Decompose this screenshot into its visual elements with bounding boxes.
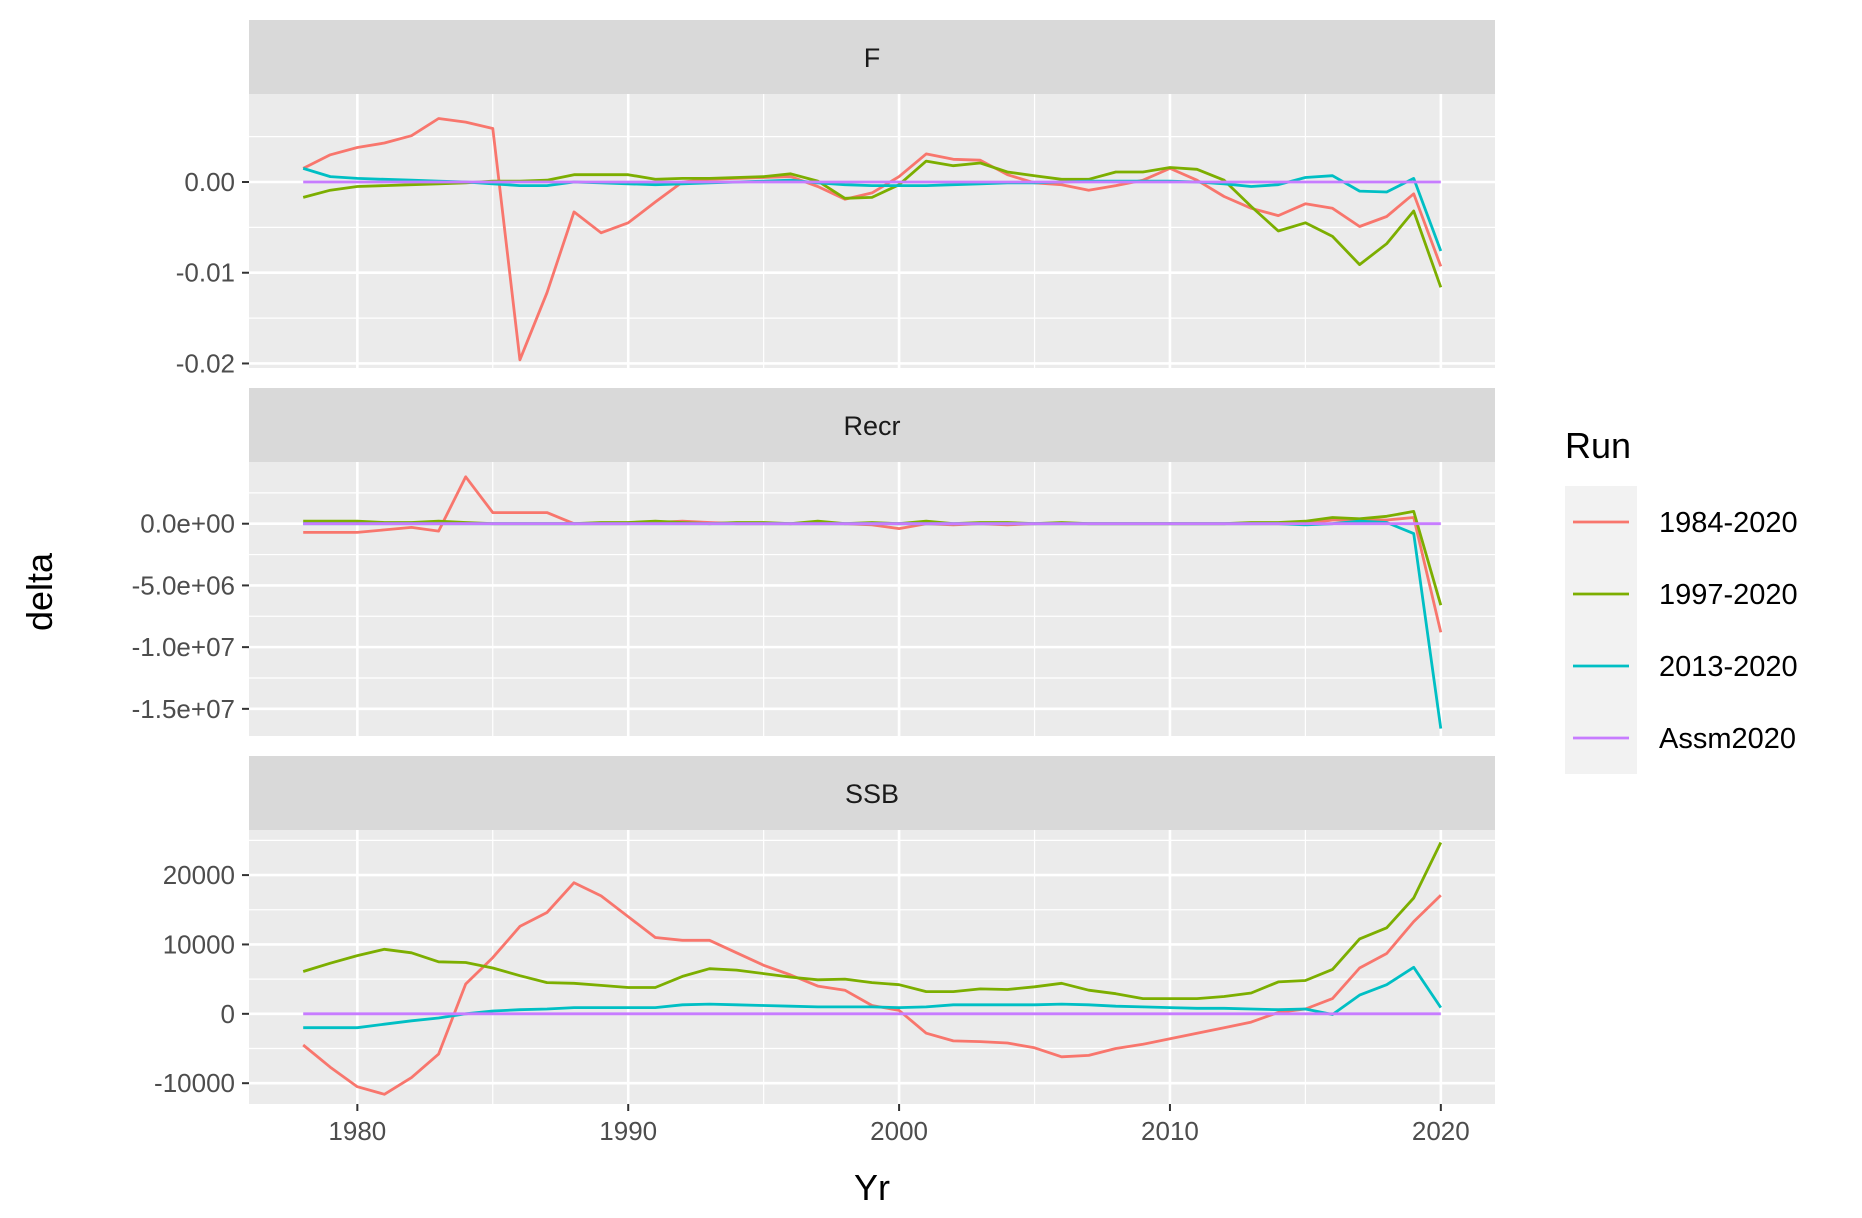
y-tick-label: 20000 bbox=[163, 860, 235, 890]
legend-item-1997-2020: 1997-2020 bbox=[1565, 558, 1798, 630]
legend-item-2013-2020: 2013-2020 bbox=[1565, 630, 1798, 702]
plot-background-ssb bbox=[249, 830, 1495, 1104]
legend-label: 2013-2020 bbox=[1659, 651, 1798, 683]
panel-recr: Recr -1.5e+07 -1.0e+07 -5.0e+06 0.0e+00 bbox=[132, 388, 1495, 736]
legend-item-1984-2020: 1984-2020 bbox=[1565, 486, 1798, 558]
y-tick-label: -0.02 bbox=[176, 348, 235, 378]
x-tick-label: 2010 bbox=[1141, 1116, 1199, 1146]
y-tick-label: -0.01 bbox=[176, 258, 235, 288]
y-tick-label: 10000 bbox=[163, 929, 235, 959]
series-line-f-2013-2020 bbox=[302, 167, 1443, 252]
y-axis-title: delta bbox=[19, 552, 60, 631]
strip-label-recr: Recr bbox=[843, 411, 900, 441]
y-tick-label: 0.0e+00 bbox=[140, 509, 235, 539]
panel-ssb: SSB -10000 0 10000 20000 bbox=[154, 756, 1495, 1104]
facet-panels: F -0.02 -0.01 0.00 Recr -1.5e+07 -1.0e+07 -5.0e… bbox=[132, 20, 1495, 1104]
strip-label-f: F bbox=[864, 43, 881, 73]
strip-ssb bbox=[249, 756, 1495, 830]
series-line-ssb-2013-2020 bbox=[303, 965, 1442, 1030]
strip-f bbox=[249, 20, 1495, 94]
x-tick-label: 1990 bbox=[599, 1116, 657, 1146]
legend-label: 1997-2020 bbox=[1659, 579, 1798, 611]
strip-label-ssb: SSB bbox=[845, 779, 899, 809]
x-tick-label: 1980 bbox=[328, 1116, 386, 1146]
strip-recr bbox=[249, 388, 1495, 462]
plot-background-recr bbox=[249, 462, 1495, 736]
y-tick-label: 0 bbox=[221, 999, 235, 1029]
y-tick-label: -10000 bbox=[154, 1068, 235, 1098]
x-tick-label: 2000 bbox=[870, 1116, 928, 1146]
legend-label: 1984-2020 bbox=[1659, 507, 1798, 539]
y-tick-label: -5.0e+06 bbox=[132, 570, 235, 600]
y-tick-label: -1.0e+07 bbox=[132, 632, 235, 662]
x-tick-label: 2020 bbox=[1412, 1116, 1470, 1146]
legend-item-assm2020: Assm2020 bbox=[1565, 702, 1796, 774]
x-axis: 1980 1990 2000 2010 2020 bbox=[328, 1104, 1470, 1146]
legend: Run 1984-2020 1997-2020 2013-2020 Assm2020 bbox=[1565, 425, 1798, 774]
y-tick-label: -1.5e+07 bbox=[132, 694, 235, 724]
y-tick-label: 0.00 bbox=[184, 167, 235, 197]
legend-title: Run bbox=[1565, 425, 1631, 466]
panel-f: F -0.02 -0.01 0.00 bbox=[176, 20, 1495, 378]
series-line-ssb-1997-2020 bbox=[302, 841, 1443, 1000]
x-axis-title: Yr bbox=[854, 1167, 890, 1208]
legend-label: Assm2020 bbox=[1659, 723, 1796, 755]
plot-background-f bbox=[249, 94, 1495, 368]
